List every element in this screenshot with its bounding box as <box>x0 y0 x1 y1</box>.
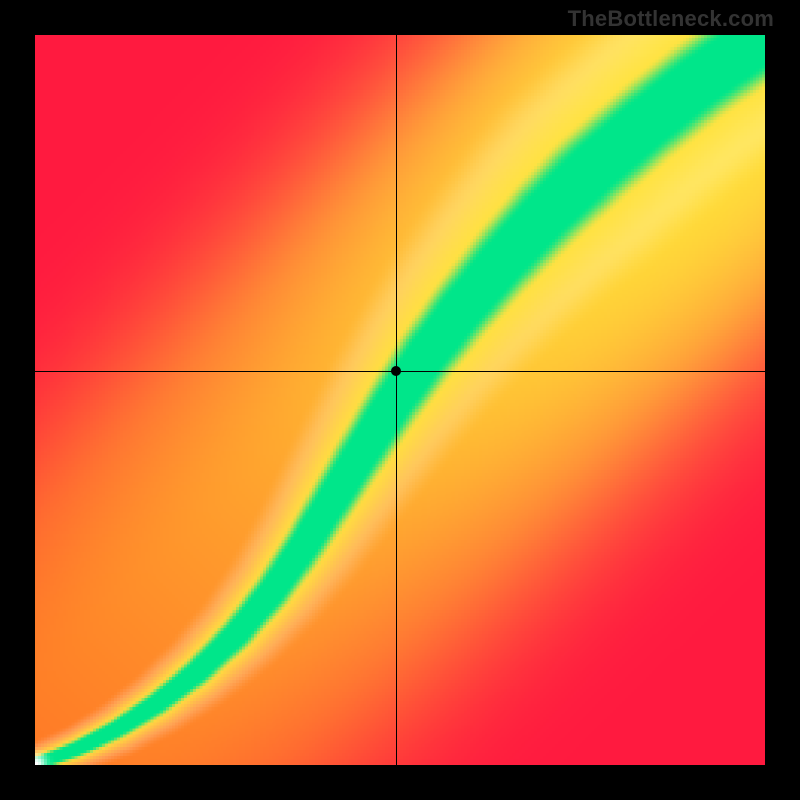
bottleneck-heatmap <box>35 35 765 765</box>
crosshair-marker <box>391 366 401 376</box>
watermark-text: TheBottleneck.com <box>568 6 774 32</box>
crosshair-vertical <box>396 35 397 765</box>
heatmap-canvas <box>35 35 765 765</box>
